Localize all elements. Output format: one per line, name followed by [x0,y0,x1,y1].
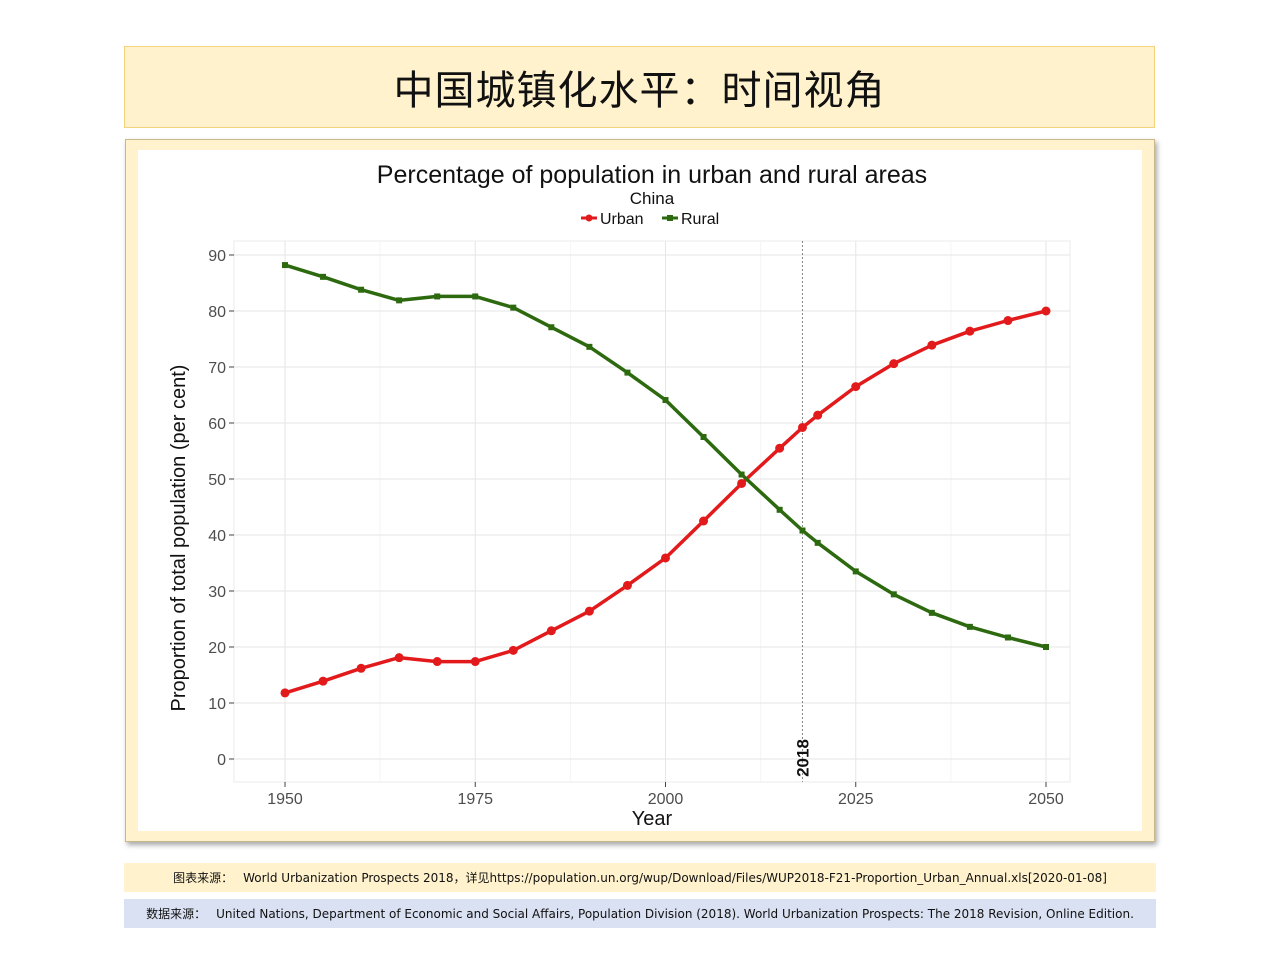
x-tick-label: 1950 [267,791,303,808]
y-tick-label: 20 [208,640,226,657]
line-chart: Percentage of population in urban and ru… [168,161,1071,830]
data-point-rural [282,262,288,269]
data-point-urban [356,663,366,673]
data-point-rural [586,343,593,350]
data-point-rural [548,324,555,331]
data-point-rural [852,568,859,575]
y-tick-label: 90 [208,248,226,265]
data-point-urban [889,359,899,369]
data-point-rural [320,273,327,280]
data-point-urban [394,653,404,663]
y-tick-label: 0 [217,752,226,769]
chart-frame: Percentage of population in urban and ru… [125,139,1155,842]
data-point-urban [584,606,594,616]
data-point-urban [1041,306,1051,316]
data-point-urban [622,580,632,590]
data-point-urban [508,645,518,655]
plot-area [233,240,1071,783]
data-point-rural [510,304,517,311]
chart-title: Percentage of population in urban and ru… [377,161,927,189]
data-point-urban [280,688,290,698]
series-group [280,262,1051,698]
data-point-urban [699,516,709,526]
data-point-urban [813,410,823,420]
reference-line-label: 2018 [793,739,812,777]
data-point-urban [851,382,861,392]
y-tick-label: 40 [208,528,226,545]
slide-title: 中国城镇化水平：时间视角 [124,46,1155,128]
data-point-rural [472,293,479,300]
data-point-urban [318,676,328,686]
y-axis-label: Proportion of total population (per cent… [168,365,190,712]
data-source-label: 数据来源： [146,907,207,921]
y-tick-label: 50 [208,472,226,489]
data-point-rural [814,539,821,546]
data-point-rural [890,591,897,598]
data-point-urban [927,340,937,350]
data-point-rural [738,471,745,478]
data-point-rural [966,623,973,630]
x-axis-label: Year [632,808,673,830]
x-tick-label: 2000 [648,791,684,808]
legend-rural-label: Rural [681,211,719,228]
y-tick-label: 10 [208,696,226,713]
grid-lines [234,241,1070,782]
y-tick-label: 60 [208,416,226,433]
data-point-urban [965,326,975,336]
chart-source-note: 图表来源： World Urbanization Prospects 2018，… [124,863,1156,892]
x-tick-label: 1975 [457,791,493,808]
data-point-urban [737,478,747,488]
y-tick-label: 70 [208,360,226,377]
x-tick-label: 2050 [1028,791,1064,808]
x-tick-label: 2025 [838,791,874,808]
data-point-urban [661,553,670,563]
data-point-rural [662,397,669,404]
data-point-urban [546,626,556,636]
data-source-text: United Nations, Department of Economic a… [216,906,1134,921]
data-point-rural [776,506,783,513]
axes: 0 10 20 30 40 50 60 70 80 90 1950 1975 2000 2025 2050 [208,248,1064,808]
data-point-rural [396,297,403,304]
y-tick-label: 30 [208,584,226,601]
data-source-note: 数据来源： United Nations, Department of Econ… [124,899,1156,928]
data-point-rural [1004,634,1011,641]
data-point-urban [432,657,442,667]
data-point-urban [1003,316,1013,326]
data-point-urban [797,422,807,432]
data-point-rural [358,286,365,293]
legend-rural-marker [667,215,673,221]
data-point-rural [434,293,441,300]
chart-panel: Percentage of population in urban and ru… [138,150,1142,831]
data-point-rural [928,609,935,616]
chart-source-text: World Urbanization Prospects 2018，详见http… [243,871,1107,885]
chart-legend: Urban Rural [581,211,719,228]
reference-line-group: 2018 [793,241,812,782]
legend-urban-marker [585,214,593,222]
series-line-rural [284,263,1047,649]
data-point-urban [775,443,785,453]
data-point-rural [1043,644,1049,650]
data-point-rural [624,369,631,376]
chart-subtitle: China [630,189,675,208]
data-point-urban [470,657,480,667]
y-tick-label: 80 [208,304,226,321]
data-point-rural [700,434,707,440]
data-point-rural [799,527,806,534]
series-line-urban [284,309,1047,695]
legend-urban-label: Urban [600,211,644,228]
chart-source-label: 图表来源： [173,871,234,885]
